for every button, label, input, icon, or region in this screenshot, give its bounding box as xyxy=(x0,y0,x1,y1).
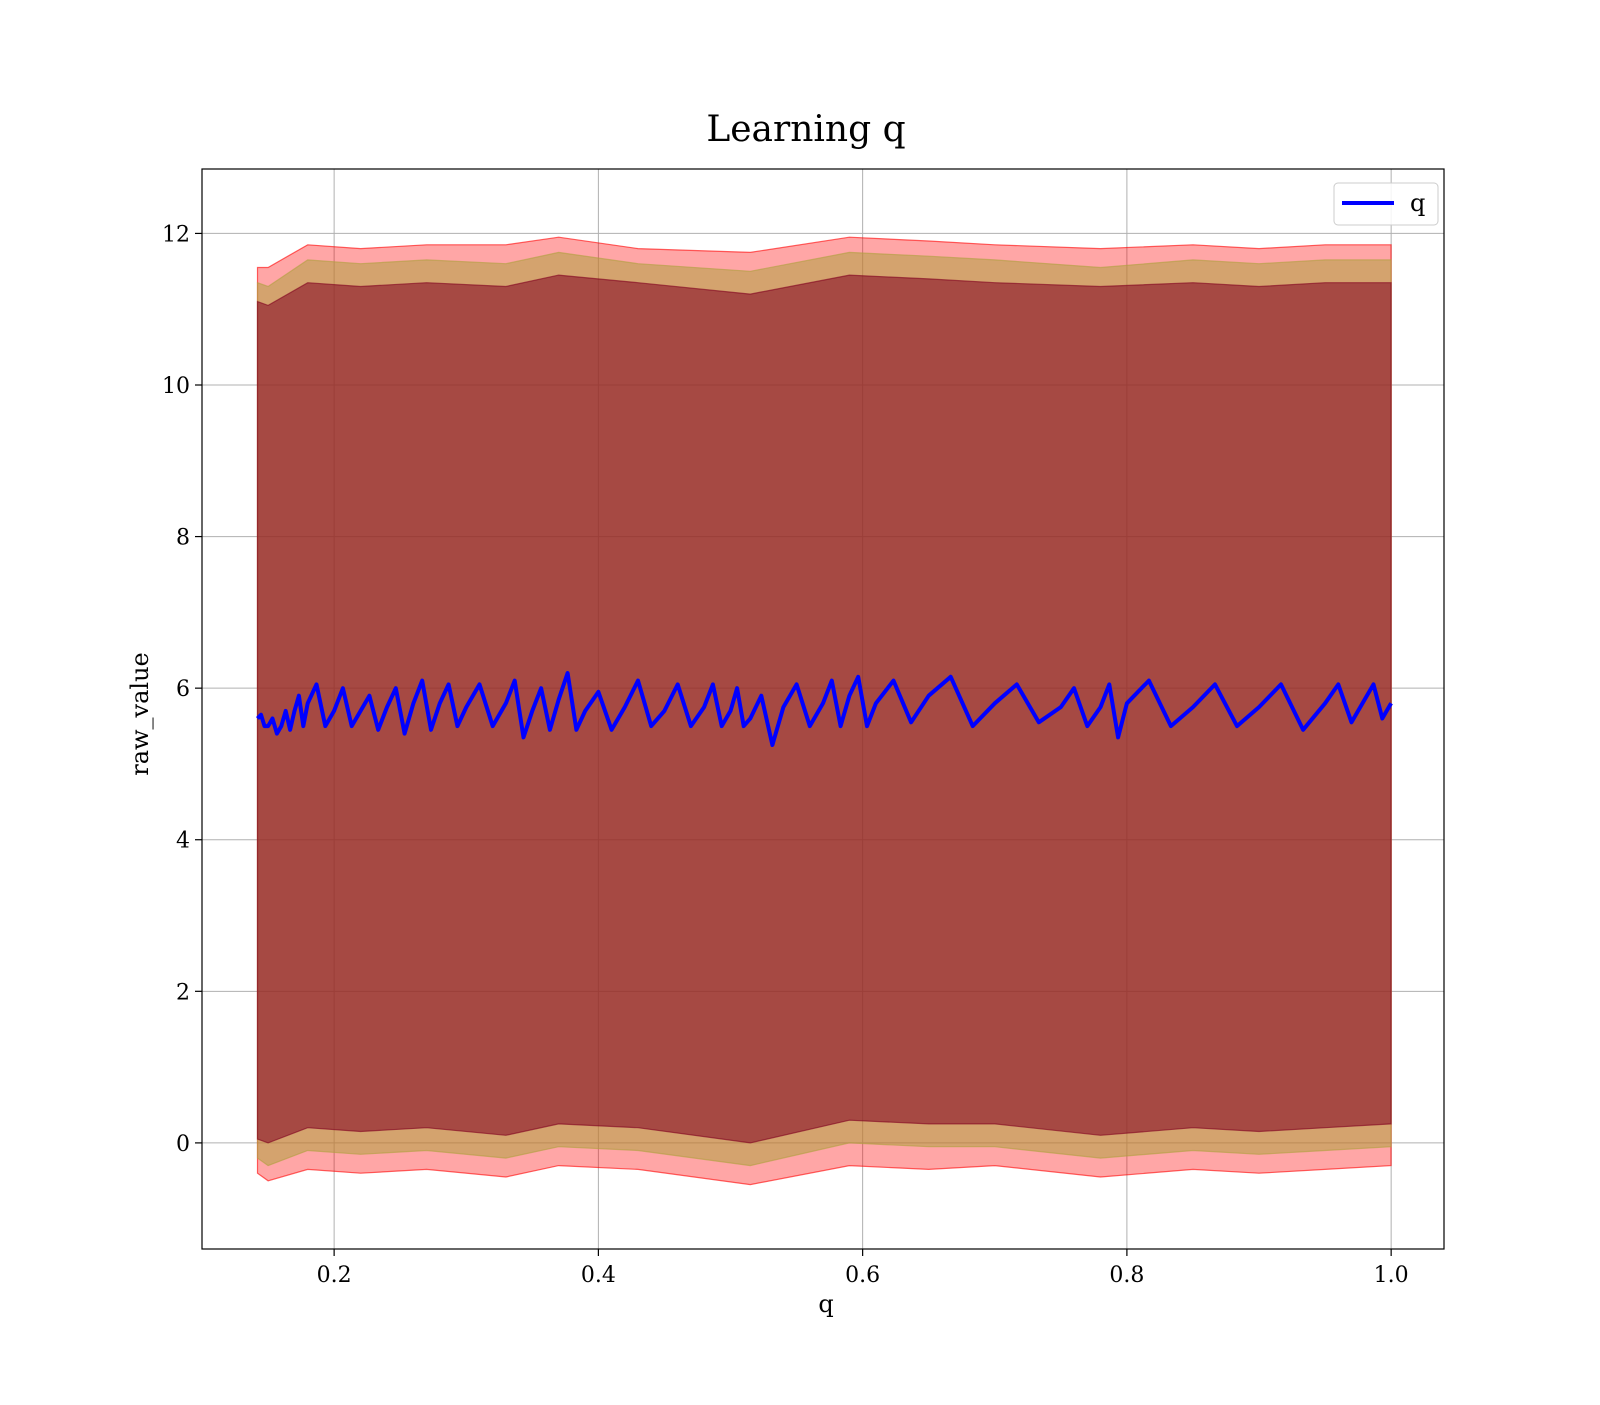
x-axis-ticks: 0.2 0.4 0.6 0.8 1.0 xyxy=(317,1249,1409,1288)
y-tick-label: 8 xyxy=(176,526,190,551)
y-tick-label: 6 xyxy=(176,677,190,702)
y-tick-label: 0 xyxy=(176,1132,190,1157)
chart-title: Learning q xyxy=(706,109,905,150)
legend-label-q: q xyxy=(1410,189,1425,217)
y-tick-label: 4 xyxy=(176,829,190,854)
y-axis-ticks: 0 2 4 6 8 10 12 xyxy=(162,222,202,1157)
series-line-q xyxy=(256,671,1393,747)
band-layer xyxy=(256,236,1392,1186)
y-tick-label: 2 xyxy=(176,980,190,1005)
legend: q xyxy=(1333,182,1439,226)
x-tick-label: 0.2 xyxy=(317,1263,352,1288)
plot-frame xyxy=(201,168,1445,1250)
y-axis-label: raw_value xyxy=(126,652,154,776)
x-tick-label: 0.6 xyxy=(845,1263,880,1288)
x-tick-label: 1.0 xyxy=(1374,1263,1409,1288)
y-tick-label: 10 xyxy=(162,374,190,399)
x-tick-label: 0.8 xyxy=(1109,1263,1144,1288)
y-tick-label: 12 xyxy=(162,222,190,247)
line-layer xyxy=(256,671,1393,747)
x-axis-label: q xyxy=(818,1290,833,1318)
band-inner xyxy=(256,274,1392,1144)
x-tick-label: 0.4 xyxy=(581,1263,616,1288)
